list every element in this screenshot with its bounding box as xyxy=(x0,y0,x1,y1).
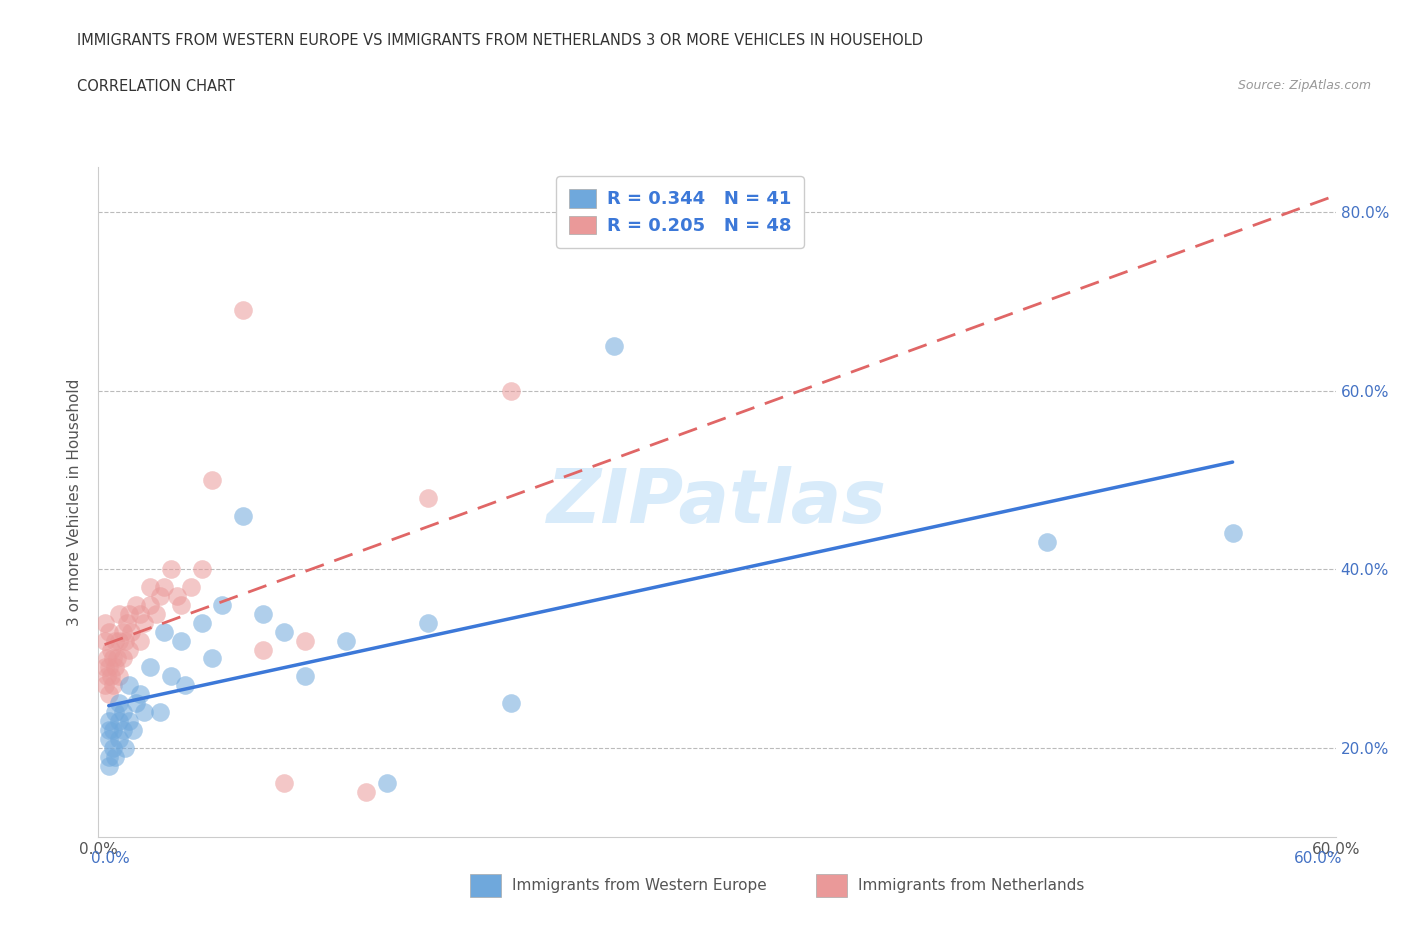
Point xyxy=(97,660,120,675)
Point xyxy=(273,624,295,639)
Point xyxy=(100,642,122,657)
Point xyxy=(499,696,522,711)
Point xyxy=(122,723,145,737)
Text: Source: ZipAtlas.com: Source: ZipAtlas.com xyxy=(1237,79,1371,92)
Point xyxy=(166,589,188,604)
Point xyxy=(499,383,522,398)
Point xyxy=(97,713,120,728)
Point xyxy=(294,669,316,684)
Point xyxy=(101,678,124,693)
Point xyxy=(232,508,254,523)
Point xyxy=(1222,526,1244,541)
Point xyxy=(418,616,440,631)
Point xyxy=(93,678,115,693)
Point xyxy=(335,633,357,648)
Point xyxy=(97,686,120,701)
Point xyxy=(149,705,172,720)
Point xyxy=(93,633,115,648)
Point xyxy=(124,597,146,612)
Point xyxy=(232,303,254,318)
Point xyxy=(145,606,167,621)
Point xyxy=(132,616,155,631)
Point xyxy=(96,651,118,666)
Point xyxy=(112,651,135,666)
Point xyxy=(1036,535,1059,550)
Point xyxy=(170,597,193,612)
Point xyxy=(211,597,233,612)
Point xyxy=(132,705,155,720)
Point xyxy=(273,776,295,790)
Point xyxy=(97,723,120,737)
Point xyxy=(114,740,136,755)
Point xyxy=(97,624,120,639)
Point xyxy=(101,740,124,755)
Text: CORRELATION CHART: CORRELATION CHART xyxy=(77,79,235,94)
Point xyxy=(104,633,127,648)
Point xyxy=(159,562,181,577)
Point xyxy=(139,579,162,594)
Point xyxy=(603,339,626,353)
Point xyxy=(118,713,141,728)
Text: ZIPatlas: ZIPatlas xyxy=(547,466,887,538)
Point xyxy=(124,696,146,711)
Point xyxy=(108,606,131,621)
Point xyxy=(96,669,118,684)
Text: IMMIGRANTS FROM WESTERN EUROPE VS IMMIGRANTS FROM NETHERLANDS 3 OR MORE VEHICLES: IMMIGRANTS FROM WESTERN EUROPE VS IMMIGR… xyxy=(77,33,924,47)
Point xyxy=(100,669,122,684)
Point xyxy=(101,651,124,666)
Point xyxy=(128,606,150,621)
Point xyxy=(97,731,120,746)
Point xyxy=(108,633,131,648)
Point xyxy=(93,660,115,675)
Point xyxy=(120,624,142,639)
Point xyxy=(190,562,212,577)
Point xyxy=(93,616,115,631)
Point xyxy=(105,651,128,666)
Point xyxy=(128,633,150,648)
Point xyxy=(104,750,127,764)
Text: 60.0%: 60.0% xyxy=(1295,851,1343,866)
Text: Immigrants from Western Europe: Immigrants from Western Europe xyxy=(512,878,766,894)
Point xyxy=(170,633,193,648)
Point xyxy=(112,624,135,639)
Point xyxy=(190,616,212,631)
Point xyxy=(174,678,197,693)
Point xyxy=(104,705,127,720)
Point xyxy=(101,723,124,737)
Point xyxy=(108,696,131,711)
Point xyxy=(252,642,274,657)
Point xyxy=(97,750,120,764)
Point xyxy=(294,633,316,648)
Text: 0.0%: 0.0% xyxy=(91,851,131,866)
Point xyxy=(112,705,135,720)
Y-axis label: 3 or more Vehicles in Household: 3 or more Vehicles in Household xyxy=(67,379,83,626)
Text: Immigrants from Netherlands: Immigrants from Netherlands xyxy=(858,878,1084,894)
Point xyxy=(356,785,378,800)
Point xyxy=(104,660,127,675)
Point xyxy=(201,472,224,487)
Point xyxy=(117,616,139,631)
Point xyxy=(375,776,398,790)
Point xyxy=(118,678,141,693)
Point xyxy=(153,624,176,639)
Point xyxy=(252,606,274,621)
Point xyxy=(128,686,150,701)
Point xyxy=(139,597,162,612)
Point xyxy=(201,651,224,666)
Point xyxy=(108,713,131,728)
Point xyxy=(159,669,181,684)
Point xyxy=(112,723,135,737)
Legend: R = 0.344   N = 41, R = 0.205   N = 48: R = 0.344 N = 41, R = 0.205 N = 48 xyxy=(557,177,804,247)
Point xyxy=(97,758,120,773)
Point xyxy=(118,606,141,621)
Point xyxy=(114,633,136,648)
Point xyxy=(139,660,162,675)
Point xyxy=(149,589,172,604)
Point xyxy=(418,490,440,505)
Point xyxy=(153,579,176,594)
Point xyxy=(118,642,141,657)
Point xyxy=(180,579,202,594)
Point xyxy=(108,731,131,746)
Point xyxy=(108,669,131,684)
